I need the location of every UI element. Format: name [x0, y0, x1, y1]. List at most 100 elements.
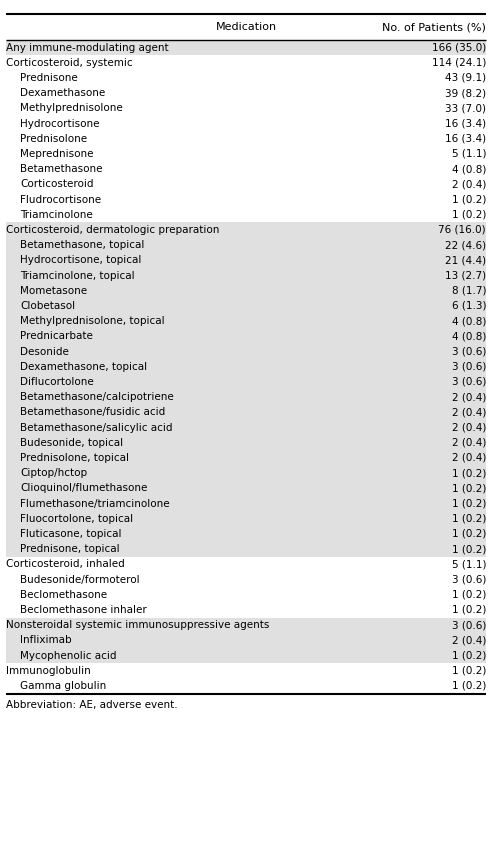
- Text: Diflucortolone: Diflucortolone: [20, 377, 94, 387]
- Text: Fluocortolone, topical: Fluocortolone, topical: [20, 514, 133, 524]
- Text: Medication: Medication: [215, 22, 277, 32]
- Text: 3 (0.6): 3 (0.6): [452, 362, 486, 372]
- Bar: [6, 436, 486, 451]
- Text: Budesonide/formoterol: Budesonide/formoterol: [20, 575, 140, 585]
- Text: Any immune-modulating agent: Any immune-modulating agent: [6, 42, 169, 52]
- Text: Gamma globulin: Gamma globulin: [20, 681, 106, 691]
- Text: Hydrocortisone, topical: Hydrocortisone, topical: [20, 256, 141, 265]
- Text: Methylprednisolone, topical: Methylprednisolone, topical: [20, 316, 165, 326]
- Text: 76 (16.0): 76 (16.0): [438, 225, 486, 235]
- Text: 1 (0.2): 1 (0.2): [452, 590, 486, 600]
- Text: 33 (7.0): 33 (7.0): [445, 104, 486, 113]
- Text: 6 (1.3): 6 (1.3): [452, 301, 486, 311]
- Bar: [6, 268, 486, 284]
- Text: 3 (0.6): 3 (0.6): [452, 347, 486, 357]
- Text: 39 (8.2): 39 (8.2): [445, 89, 486, 98]
- Text: 5 (1.1): 5 (1.1): [452, 149, 486, 159]
- Text: Methylprednisolone: Methylprednisolone: [20, 104, 123, 113]
- Text: 1 (0.2): 1 (0.2): [452, 499, 486, 509]
- Text: 21 (4.4): 21 (4.4): [445, 256, 486, 265]
- Bar: [6, 527, 486, 542]
- Text: 1 (0.2): 1 (0.2): [452, 666, 486, 676]
- Text: Dexamethasone: Dexamethasone: [20, 89, 105, 98]
- Text: 16 (3.4): 16 (3.4): [445, 134, 486, 143]
- Text: 2 (0.4): 2 (0.4): [452, 438, 486, 448]
- Text: 16 (3.4): 16 (3.4): [445, 119, 486, 128]
- Text: Dexamethasone, topical: Dexamethasone, topical: [20, 362, 147, 372]
- Text: 2 (0.4): 2 (0.4): [452, 453, 486, 463]
- Text: 2 (0.4): 2 (0.4): [452, 392, 486, 403]
- Bar: [6, 390, 486, 405]
- Bar: [6, 451, 486, 466]
- Text: Desonide: Desonide: [20, 347, 69, 357]
- Text: 13 (2.7): 13 (2.7): [445, 271, 486, 280]
- Text: Immunoglobulin: Immunoglobulin: [6, 666, 91, 676]
- Bar: [6, 542, 486, 557]
- Text: Corticosteroid, inhaled: Corticosteroid, inhaled: [6, 560, 125, 570]
- Text: 1 (0.2): 1 (0.2): [452, 529, 486, 539]
- Text: 1 (0.2): 1 (0.2): [452, 210, 486, 219]
- Text: 2 (0.4): 2 (0.4): [452, 636, 486, 646]
- Text: 22 (4.6): 22 (4.6): [445, 241, 486, 250]
- Text: 2 (0.4): 2 (0.4): [452, 423, 486, 433]
- Text: 8 (1.7): 8 (1.7): [452, 286, 486, 295]
- Text: Prednisone: Prednisone: [20, 73, 78, 83]
- Text: 3 (0.6): 3 (0.6): [452, 575, 486, 585]
- Text: Ciptop/hctop: Ciptop/hctop: [20, 468, 87, 479]
- Bar: [6, 481, 486, 496]
- Text: 114 (24.1): 114 (24.1): [431, 57, 486, 68]
- Bar: [6, 223, 486, 238]
- Text: Meprednisone: Meprednisone: [20, 149, 93, 159]
- Bar: [6, 329, 486, 344]
- Text: Flumethasone/triamcinolone: Flumethasone/triamcinolone: [20, 499, 170, 509]
- Text: 4 (0.8): 4 (0.8): [452, 332, 486, 342]
- Text: Betamethasone/salicylic acid: Betamethasone/salicylic acid: [20, 423, 173, 433]
- Text: Prednisolone, topical: Prednisolone, topical: [20, 453, 129, 463]
- Text: Clioquinol/flumethasone: Clioquinol/flumethasone: [20, 484, 148, 494]
- Text: 3 (0.6): 3 (0.6): [452, 377, 486, 387]
- Text: Corticosteroid, systemic: Corticosteroid, systemic: [6, 57, 133, 68]
- Text: Fluticasone, topical: Fluticasone, topical: [20, 529, 122, 539]
- Bar: [6, 496, 486, 511]
- Bar: [6, 633, 486, 648]
- Text: Triamcinolone, topical: Triamcinolone, topical: [20, 271, 135, 280]
- Text: Corticosteroid: Corticosteroid: [20, 180, 93, 189]
- Text: 2 (0.4): 2 (0.4): [452, 408, 486, 418]
- Text: 3 (0.6): 3 (0.6): [452, 620, 486, 630]
- Bar: [6, 375, 486, 390]
- Bar: [6, 648, 486, 663]
- Text: Infliximab: Infliximab: [20, 636, 72, 646]
- Text: Betamethasone/calcipotriene: Betamethasone/calcipotriene: [20, 392, 174, 403]
- Bar: [6, 238, 486, 253]
- Bar: [6, 299, 486, 314]
- Text: 1 (0.2): 1 (0.2): [452, 681, 486, 691]
- Text: 1 (0.2): 1 (0.2): [452, 514, 486, 524]
- Text: 4 (0.8): 4 (0.8): [452, 165, 486, 174]
- Text: 2 (0.4): 2 (0.4): [452, 180, 486, 189]
- Text: Prednicarbate: Prednicarbate: [20, 332, 93, 342]
- Text: Corticosteroid, dermatologic preparation: Corticosteroid, dermatologic preparation: [6, 225, 219, 235]
- Text: Fludrocortisone: Fludrocortisone: [20, 195, 101, 204]
- Text: Triamcinolone: Triamcinolone: [20, 210, 93, 219]
- Bar: [6, 253, 486, 268]
- Text: 1 (0.2): 1 (0.2): [452, 195, 486, 204]
- Bar: [6, 344, 486, 360]
- Text: Abbreviation: AE, adverse event.: Abbreviation: AE, adverse event.: [6, 700, 178, 710]
- Bar: [6, 420, 486, 436]
- Bar: [6, 466, 486, 481]
- Text: Beclomethasone: Beclomethasone: [20, 590, 107, 600]
- Text: 1 (0.2): 1 (0.2): [452, 468, 486, 479]
- Text: Betamethasone/fusidic acid: Betamethasone/fusidic acid: [20, 408, 165, 418]
- Text: 4 (0.8): 4 (0.8): [452, 316, 486, 326]
- Text: 166 (35.0): 166 (35.0): [432, 42, 486, 52]
- Text: 1 (0.2): 1 (0.2): [452, 651, 486, 661]
- Text: 43 (9.1): 43 (9.1): [445, 73, 486, 83]
- Text: Nonsteroidal systemic immunosuppressive agents: Nonsteroidal systemic immunosuppressive …: [6, 620, 270, 630]
- Text: 1 (0.2): 1 (0.2): [452, 544, 486, 555]
- Bar: [6, 284, 486, 299]
- Text: Betamethasone: Betamethasone: [20, 165, 102, 174]
- Text: No. of Patients (%): No. of Patients (%): [382, 22, 486, 32]
- Text: Clobetasol: Clobetasol: [20, 301, 75, 311]
- Text: 1 (0.2): 1 (0.2): [452, 484, 486, 494]
- Bar: [6, 314, 486, 329]
